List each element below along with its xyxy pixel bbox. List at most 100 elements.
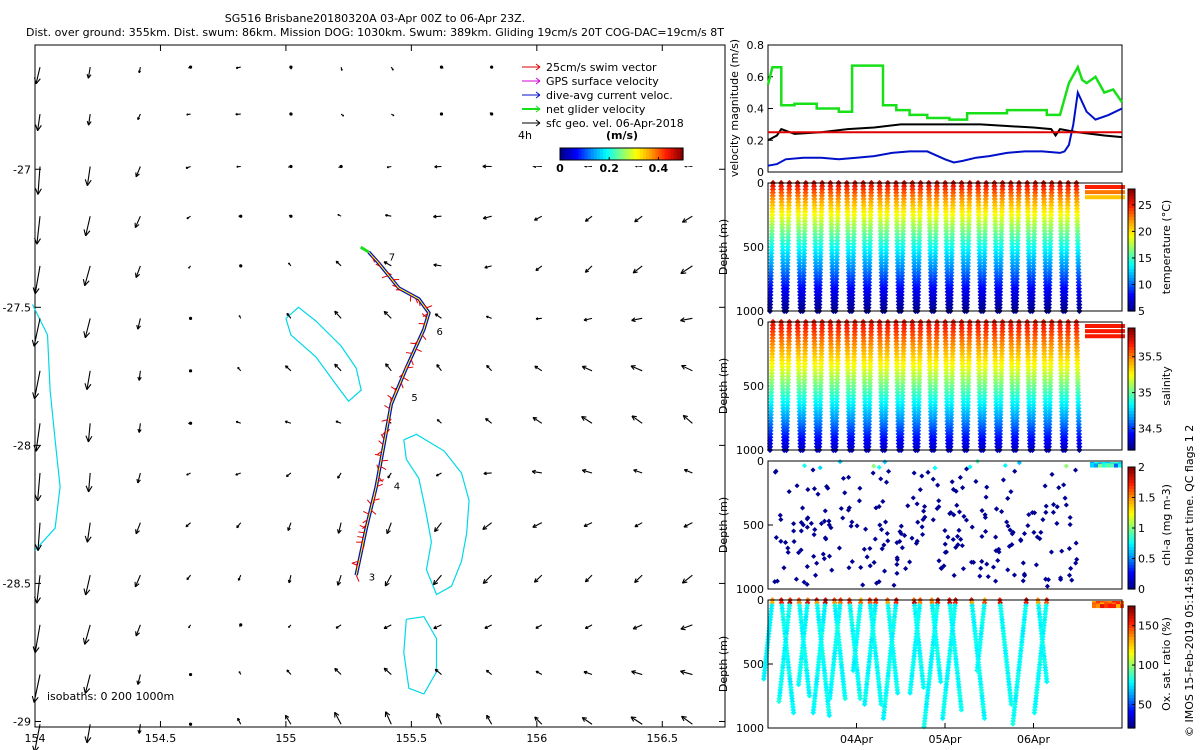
swim-vector xyxy=(380,433,386,441)
geo-velocity-arrow xyxy=(87,67,91,79)
geo-velocity-arrow-head xyxy=(135,631,140,637)
profile-marker xyxy=(767,298,774,305)
geo-velocity-arrow xyxy=(534,365,543,372)
geo-velocity-arrow-head xyxy=(385,363,390,368)
map-x-tick-label: 154.5 xyxy=(145,732,177,745)
geo-velocity-arrow-head xyxy=(535,670,539,674)
geo-velocity-arrow-head xyxy=(84,535,92,543)
section-colorbar-tick-label: 35 xyxy=(1138,387,1152,400)
geo-velocity-arrow-head xyxy=(137,117,141,121)
geo-velocity-arrow xyxy=(334,668,342,675)
geo-velocity-arrow xyxy=(138,370,141,381)
geo-velocity-arrow-head xyxy=(337,214,340,217)
surface-profile-marker xyxy=(1089,329,1093,334)
section-colorbar-tick-label: 1.5 xyxy=(1138,492,1156,505)
geo-velocity-arrow-head xyxy=(384,581,390,587)
colorbar-segment xyxy=(596,148,601,160)
geo-velocity-arrow-head xyxy=(535,267,539,272)
surface-profile-marker xyxy=(1093,195,1097,200)
geo-velocity-arrow xyxy=(681,715,693,725)
profile-marker xyxy=(866,272,873,279)
geo-velocity-dot xyxy=(490,112,494,116)
profile-marker xyxy=(881,298,889,305)
geo-velocity-arrow-head xyxy=(335,260,339,264)
profile-marker xyxy=(865,304,872,311)
geo-velocity-arrow xyxy=(285,365,292,372)
profile-marker xyxy=(796,256,803,263)
geo-velocity-arrow xyxy=(584,574,593,583)
swim-vector xyxy=(405,352,414,355)
profile-marker xyxy=(816,288,823,295)
profile-marker xyxy=(832,298,839,305)
geo-velocity-arrow-head xyxy=(186,113,189,116)
profile-marker xyxy=(878,256,885,263)
geo-velocity-dot xyxy=(490,65,494,69)
profile-marker xyxy=(767,266,775,273)
surface-profile-marker xyxy=(1101,190,1105,195)
geo-velocity-arrow-head xyxy=(83,588,91,596)
geo-velocity-arrow xyxy=(337,574,342,586)
velocity-series-line xyxy=(766,64,1124,121)
colorbar-segment xyxy=(633,148,638,160)
swim-vector xyxy=(418,298,421,307)
geo-velocity-arrow xyxy=(86,724,91,743)
section-colorbar-segment xyxy=(1128,189,1135,193)
geo-velocity-arrow-head xyxy=(84,179,92,186)
geo-velocity-arrow xyxy=(436,364,442,372)
geo-velocity-arrow-head xyxy=(135,172,140,178)
colorbar-segment xyxy=(581,148,586,160)
geo-velocity-arrow-head xyxy=(287,625,291,628)
geo-velocity-arrow-head xyxy=(135,529,140,535)
swim-vector xyxy=(410,358,414,366)
profile-marker xyxy=(796,266,803,273)
geo-velocity-arrow-head xyxy=(433,625,438,630)
surface-profile-marker xyxy=(1085,324,1089,328)
profile-marker xyxy=(784,272,791,279)
geo-velocity-arrow xyxy=(37,113,41,131)
geo-velocity-arrow xyxy=(86,522,91,543)
colorbar-segment xyxy=(590,148,595,160)
geo-velocity-arrow xyxy=(85,575,91,596)
profile-marker xyxy=(767,288,774,295)
geo-velocity-arrow-head xyxy=(235,112,238,116)
isobath-200m-contour xyxy=(403,615,438,695)
colorbar-segment xyxy=(609,148,613,160)
surface-profile-marker xyxy=(1097,324,1101,328)
section-y-tick-label: 0 xyxy=(757,316,764,329)
profile-marker xyxy=(866,266,873,273)
geo-velocity-arrow-head xyxy=(85,435,93,443)
profile-marker xyxy=(829,272,836,279)
profile-marker xyxy=(783,282,791,289)
geo-velocity-arrow xyxy=(681,365,693,372)
geo-velocity-arrow-head xyxy=(533,578,539,583)
geo-velocity-arrow-head xyxy=(631,317,636,323)
legend-entry-label: 25cm/s swim vector xyxy=(546,61,657,74)
legend-entry-label: GPS surface velocity xyxy=(546,75,659,88)
colorbar-segment xyxy=(603,148,607,160)
profile-marker xyxy=(800,272,807,279)
geo-velocity-arrow xyxy=(385,363,392,372)
geo-velocity-arrow xyxy=(585,215,593,222)
swim-vector xyxy=(352,560,360,564)
swim-vector xyxy=(363,510,370,515)
swim-vector xyxy=(406,366,414,369)
colorbar-segment xyxy=(643,148,647,160)
title-line-1: SG516 Brisbane20180320A 03-Apr 00Z to 06… xyxy=(224,12,526,25)
chl-surface-marker xyxy=(1110,463,1114,468)
surface-profile-marker xyxy=(1117,195,1121,200)
geo-velocity-arrow xyxy=(432,574,442,586)
section-colorbar-segment xyxy=(1128,328,1135,332)
colorbar-segment xyxy=(630,148,635,160)
swim-vector xyxy=(402,376,409,382)
geo-velocity-arrow-head xyxy=(634,523,639,528)
surface-profile-marker xyxy=(1113,334,1117,339)
legend-interval-label: 4h xyxy=(518,129,532,142)
geo-velocity-arrow-head xyxy=(432,579,439,586)
geo-velocity-arrow xyxy=(383,667,392,675)
geo-velocity-arrow-head xyxy=(383,625,388,630)
section-y-tick-label: 0 xyxy=(757,594,764,607)
geo-velocity-arrow-head xyxy=(383,310,389,316)
chl-surface-marker xyxy=(1102,463,1106,468)
swim-vector xyxy=(381,418,389,422)
